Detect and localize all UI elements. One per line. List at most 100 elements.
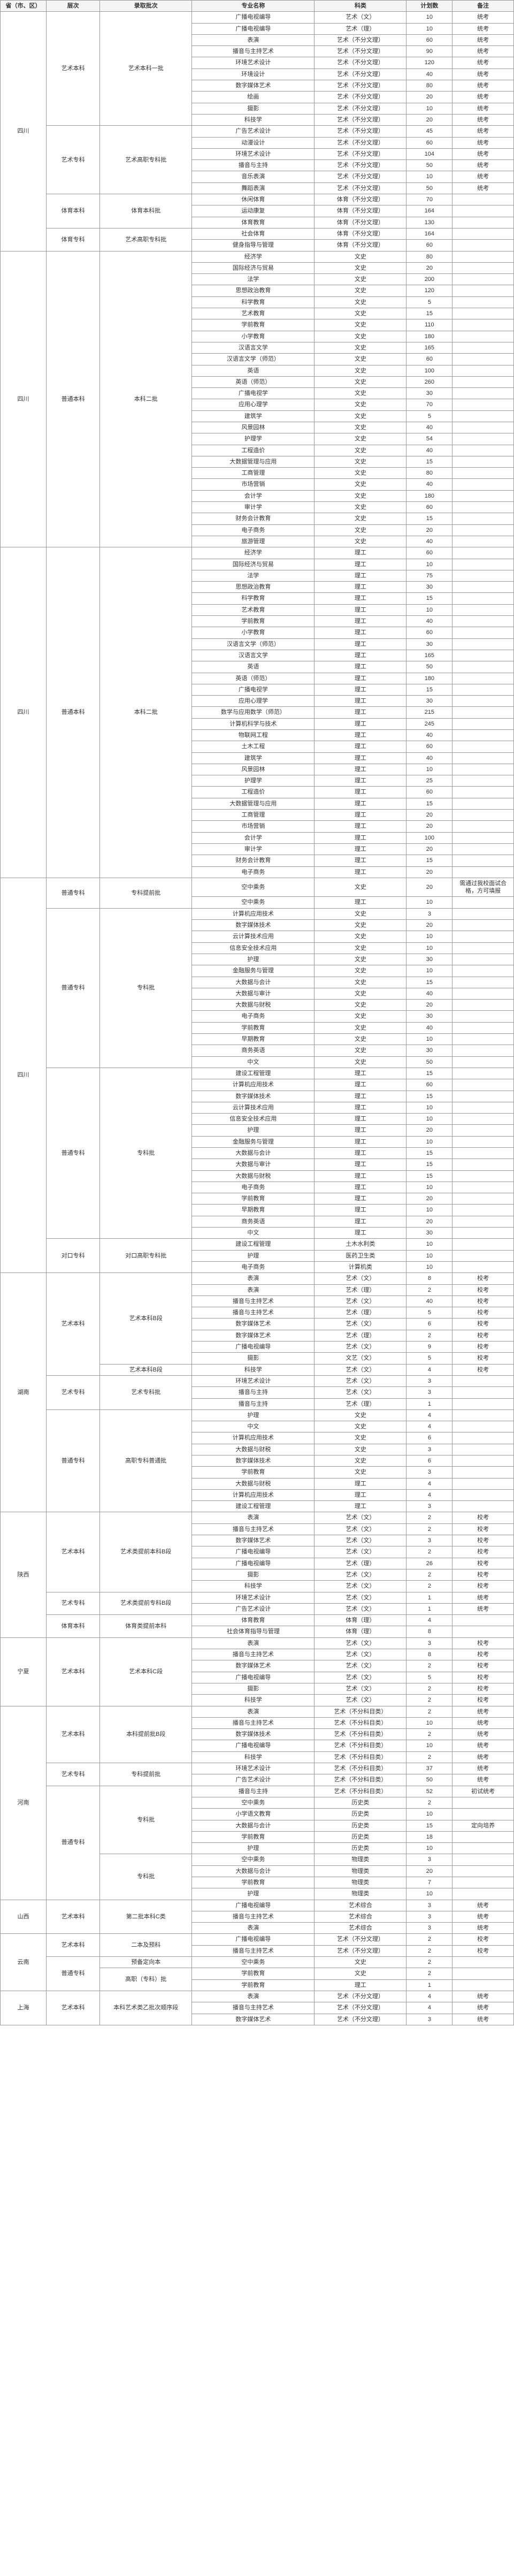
cell: 艺术（不分文理）	[314, 92, 406, 103]
cell: 艺术（文）	[314, 1637, 406, 1649]
cell: 统考	[452, 2014, 514, 2025]
cell	[452, 1193, 514, 1205]
cell	[452, 1831, 514, 1842]
cell: 15	[406, 684, 452, 695]
cell: 四川	[1, 12, 47, 251]
table-header: 省（市、区）层次录取批次专业名称科类计划数备注	[1, 1, 514, 12]
cell: 体育专科	[46, 228, 99, 251]
cell: 普通专科	[46, 1957, 99, 1991]
cell: 摄影	[192, 1683, 314, 1694]
cell: 计算机应用技术	[192, 1489, 314, 1500]
cell: 校考	[452, 1569, 514, 1580]
cell	[452, 775, 514, 787]
cell: 3	[406, 1444, 452, 1455]
cell: 文史	[314, 342, 406, 353]
cell: 艺术本科	[46, 1512, 99, 1592]
cell: 8	[406, 1626, 452, 1637]
cell: 计算机科学与技术	[192, 718, 314, 729]
cell	[452, 1843, 514, 1854]
cell: 历史类	[314, 1809, 406, 1820]
cell: 40	[406, 616, 452, 627]
cell: 金融服务与管理	[192, 1136, 314, 1147]
cell: 统考	[452, 103, 514, 114]
cell: 245	[406, 718, 452, 729]
cell: 文史	[314, 536, 406, 547]
cell: 4	[406, 1991, 452, 2002]
cell: 艺术（不分文理）	[314, 171, 406, 182]
cell	[452, 1489, 514, 1500]
cell: 10	[406, 965, 452, 977]
cell: 工程造价	[192, 787, 314, 798]
cell: 理工	[314, 1091, 406, 1102]
cell: 2	[406, 1569, 452, 1580]
cell: 10	[406, 897, 452, 908]
cell: 校考	[452, 1284, 514, 1295]
cell: 30	[406, 954, 452, 965]
cell: 统考	[452, 1706, 514, 1717]
cell	[452, 1375, 514, 1386]
cell: 艺术综合	[314, 1900, 406, 1911]
table-row: 艺术专科艺术类提前专科B段环境艺术设计艺术（文）1统考	[1, 1592, 514, 1603]
cell: 中文	[192, 1421, 314, 1432]
cell: 对口专科	[46, 1239, 99, 1273]
cell: 学前教育	[192, 1467, 314, 1478]
cell	[452, 1432, 514, 1444]
cell	[452, 1968, 514, 1979]
cell: 早期教育	[192, 1034, 314, 1045]
cell: 统考	[452, 160, 514, 171]
cell: 表演	[192, 1273, 314, 1284]
cell	[452, 908, 514, 919]
cell	[452, 1409, 514, 1421]
cell: 二本及预科	[100, 1934, 192, 1957]
cell: 音乐表演	[192, 171, 314, 182]
cell	[452, 988, 514, 999]
cell: 本科艺术类乙批次顺序段	[100, 1991, 192, 2025]
cell: 15	[406, 1159, 452, 1170]
cell: 表演	[192, 1512, 314, 1523]
cell: 文史	[314, 1000, 406, 1011]
cell: 历史类	[314, 1797, 406, 1808]
cell: 第二批本科C类	[100, 1900, 192, 1934]
cell: 学前教育	[192, 319, 314, 331]
cell: 文史	[314, 1968, 406, 1979]
cell: 艺术（文）	[314, 1387, 406, 1398]
cell: 4	[406, 1478, 452, 1489]
cell: 广播电视学	[192, 684, 314, 695]
cell: 2	[406, 1683, 452, 1694]
cell: 理工	[314, 855, 406, 866]
cell	[452, 228, 514, 239]
cell: 护理学	[192, 433, 314, 445]
cell: 云计算技术应用	[192, 931, 314, 942]
cell: 工程造价	[192, 445, 314, 456]
cell	[452, 445, 514, 456]
cell: 文史	[314, 376, 406, 387]
cell: 经济学	[192, 547, 314, 559]
cell: 20	[406, 1193, 452, 1205]
cell: 2	[406, 1957, 452, 1968]
cell: 审计学	[192, 502, 314, 513]
cell: 4	[406, 1489, 452, 1500]
cell: 校考	[452, 1683, 514, 1694]
cell: 市场营销	[192, 821, 314, 832]
cell: 电子商务	[192, 1011, 314, 1022]
cell: 理工	[314, 1159, 406, 1170]
cell: 15	[406, 593, 452, 604]
cell: 英语	[192, 661, 314, 673]
cell: 宁夏	[1, 1637, 47, 1706]
cell: 学前教育	[192, 1979, 314, 1991]
cell: 艺术本科C段	[100, 1637, 192, 1706]
cell: 5	[406, 410, 452, 422]
cell: 15	[406, 456, 452, 467]
cell: 电子商务	[192, 1261, 314, 1272]
cell: 艺术（文）	[314, 1535, 406, 1546]
cell: 3	[406, 1854, 452, 1865]
cell	[452, 764, 514, 775]
cell: 本科二批	[100, 251, 192, 547]
cell: 历史类	[314, 1820, 406, 1831]
cell: 艺术（不分科目类）	[314, 1751, 406, 1763]
col-header-4: 科类	[314, 1, 406, 12]
cell: 校考	[452, 1535, 514, 1546]
cell: 土木水利类	[314, 1239, 406, 1250]
table-row: 普通专科专科批播音与主持艺术（不分科目类）52初试统考	[1, 1786, 514, 1797]
cell: 1	[406, 1592, 452, 1603]
